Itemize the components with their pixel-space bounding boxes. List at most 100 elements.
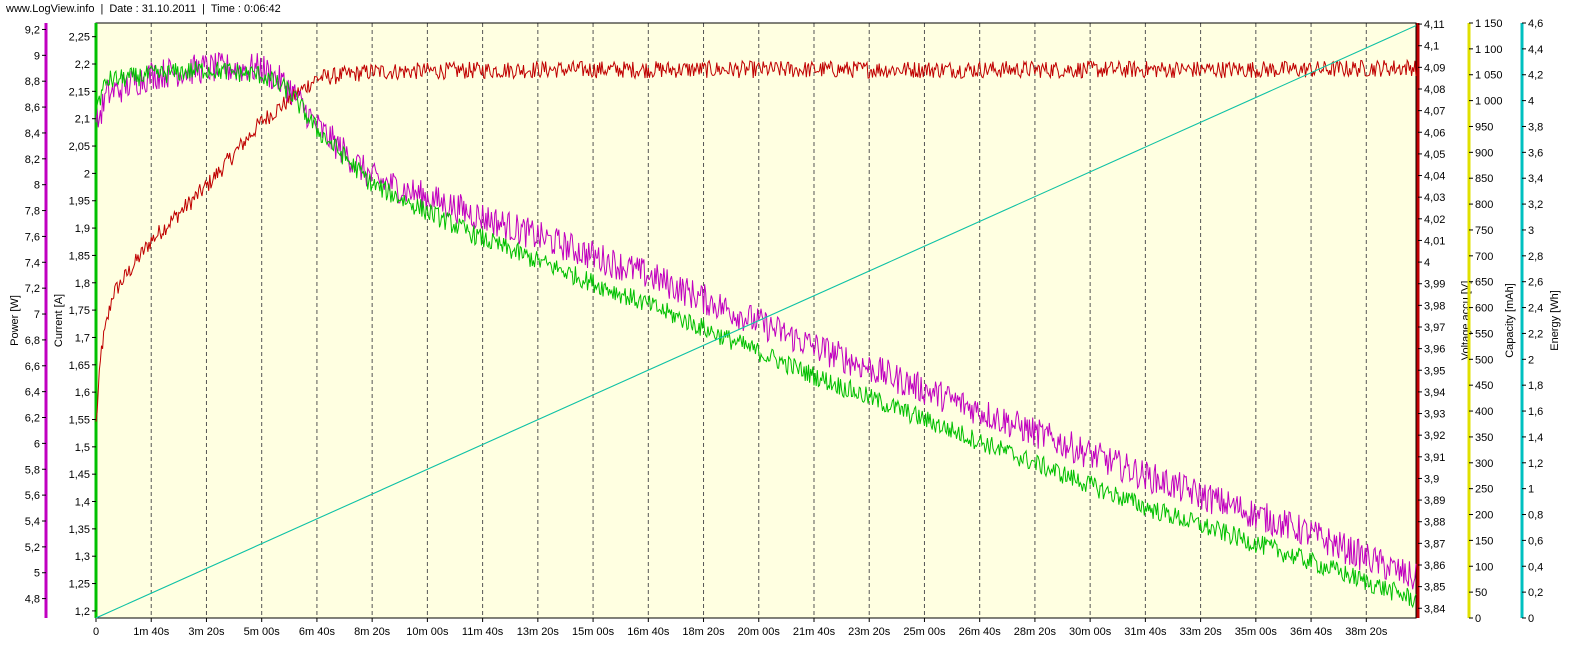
voltage-tick-label: 4,06	[1424, 127, 1445, 139]
capacity-tick-label: 250	[1475, 484, 1493, 496]
voltage-tick-label: 4,08	[1424, 84, 1445, 96]
voltage-tick-label: 4,02	[1424, 214, 1445, 226]
voltage-tick-label: 4,1	[1424, 41, 1439, 53]
energy-tick-label: 1,8	[1528, 380, 1543, 392]
x-tick-label: 26m 40s	[959, 626, 1002, 638]
x-tick-label: 18m 20s	[682, 626, 725, 638]
x-tick-label: 10m 00s	[406, 626, 449, 638]
current-tick-label: 1,6	[75, 387, 90, 399]
energy-tick-label: 0	[1528, 613, 1534, 625]
current-tick-label: 1,55	[69, 414, 90, 426]
capacity-tick-label: 450	[1475, 380, 1493, 392]
voltage-tick-label: 4,11	[1424, 19, 1445, 31]
capacity-tick-label: 50	[1475, 587, 1487, 599]
x-tick-label: 11m 40s	[462, 626, 504, 638]
current-tick-label: 1,25	[69, 579, 90, 591]
power-axis-title: Power [W]	[9, 295, 21, 346]
capacity-tick-label: 650	[1475, 277, 1493, 289]
x-tick-label: 28m 20s	[1014, 626, 1057, 638]
energy-tick-label: 3	[1528, 225, 1534, 237]
voltage-tick-label: 3,9	[1424, 473, 1439, 485]
energy-tick-label: 3,8	[1528, 121, 1543, 133]
capacity-tick-label: 950	[1475, 121, 1493, 133]
current-tick-label: 1,4	[75, 497, 90, 509]
voltage-tick-label: 4,09	[1424, 62, 1445, 74]
voltage-tick-label: 3,97	[1424, 322, 1445, 334]
capacity-tick-label: 800	[1475, 199, 1493, 211]
capacity-tick-label: 850	[1475, 173, 1493, 185]
power-tick-label: 4,8	[25, 594, 40, 606]
energy-tick-label: 1,6	[1528, 406, 1543, 418]
x-tick-label: 13m 20s	[517, 626, 560, 638]
power-tick-label: 8,4	[25, 128, 40, 140]
power-tick-label: 7,6	[25, 231, 40, 243]
energy-tick-label: 1,2	[1528, 458, 1543, 470]
header-separator: |	[100, 3, 104, 15]
current-tick-label: 1,45	[69, 469, 90, 481]
capacity-tick-label: 1 150	[1475, 18, 1503, 30]
x-tick-label: 16m 40s	[627, 626, 670, 638]
capacity-tick-label: 1 050	[1475, 70, 1503, 82]
energy-tick-label: 0,8	[1528, 510, 1543, 522]
x-tick-label: 30m 00s	[1069, 626, 1112, 638]
voltage-tick-label: 3,93	[1424, 409, 1445, 421]
x-tick-label: 31m 40s	[1124, 626, 1167, 638]
power-tick-label: 5,6	[25, 490, 40, 502]
voltage-tick-label: 4,07	[1424, 106, 1445, 118]
capacity-tick-label: 150	[1475, 535, 1493, 547]
date-label: Date : 31.10.2011	[109, 3, 196, 15]
header-separator: |	[201, 3, 205, 15]
voltage-tick-label: 3,94	[1424, 387, 1445, 399]
energy-tick-label: 0,4	[1528, 561, 1543, 573]
power-tick-label: 5,4	[25, 516, 40, 528]
current-tick-label: 1,8	[75, 278, 90, 290]
current-tick-label: 1,95	[69, 196, 90, 208]
capacity-tick-label: 1 100	[1475, 44, 1503, 56]
x-tick-label: 38m 20s	[1345, 626, 1388, 638]
x-tick-label: 5m 00s	[244, 626, 281, 638]
current-tick-label: 1,7	[75, 332, 90, 344]
power-tick-label: 6,2	[25, 413, 40, 425]
capacity-tick-label: 300	[1475, 458, 1493, 470]
power-tick-label: 8	[34, 180, 40, 192]
x-tick-label: 21m 40s	[793, 626, 836, 638]
power-tick-label: 9,2	[25, 24, 40, 36]
log-chart: 0 1m 40s 3m 20s 5m 00s 6m 40s 8m 20s 10m 00s 11…	[9, 18, 1561, 638]
energy-tick-label: 2,4	[1528, 303, 1543, 315]
power-tick-label: 6,8	[25, 335, 40, 347]
x-tick-label: 6m 40s	[299, 626, 336, 638]
energy-tick-label: 4,4	[1528, 44, 1543, 56]
voltage-tick-label: 3,99	[1424, 279, 1445, 291]
energy-tick-label: 3,6	[1528, 147, 1543, 159]
x-tick-label: 25m 00s	[903, 626, 946, 638]
energy-axis: 0 0,2 0,4 0,6 0,8 1 1,2 1,4 1,6 1,8 2 2,2 2,4 2,6 2,8 3…	[1520, 18, 1561, 625]
power-tick-label: 8,6	[25, 102, 40, 114]
current-tick-label: 2,05	[69, 141, 90, 153]
capacity-tick-label: 1 000	[1475, 96, 1503, 108]
voltage-tick-label: 3,87	[1424, 538, 1445, 550]
capacity-tick-label: 900	[1475, 147, 1493, 159]
current-tick-label: 1,2	[75, 606, 90, 618]
energy-tick-label: 4,6	[1528, 18, 1543, 30]
current-tick-label: 1,3	[75, 551, 90, 563]
power-axis: 4,8 5 5,2 5,4 5,6 5,8 6 6,2 6,4 6,6 6,8 7 7,2 7,4 7,6 7…	[9, 23, 48, 618]
current-tick-label: 1,65	[69, 360, 90, 372]
current-tick-label: 1,85	[69, 250, 90, 262]
energy-tick-label: 2,2	[1528, 328, 1543, 340]
energy-tick-label: 1,4	[1528, 432, 1543, 444]
current-tick-label: 1,75	[69, 305, 90, 317]
x-tick-label: 33m 20s	[1180, 626, 1223, 638]
power-tick-label: 6,4	[25, 387, 40, 399]
x-tick-label: 20m 00s	[738, 626, 781, 638]
x-tick-label: 35m 00s	[1235, 626, 1278, 638]
voltage-tick-label: 3,96	[1424, 344, 1445, 356]
energy-series-line	[95, 25, 1417, 619]
voltage-tick-label: 3,89	[1424, 495, 1445, 507]
voltage-tick-label: 3,86	[1424, 560, 1445, 572]
time-label: Time : 0:06:42	[210, 3, 281, 15]
current-tick-label: 2,15	[69, 86, 90, 98]
current-tick-label: 1,9	[75, 223, 90, 235]
capacity-tick-label: 200	[1475, 510, 1493, 522]
current-tick-label: 2,1	[75, 114, 90, 126]
capacity-axis: 0 50 100 150 200 250 300 350 400 450 500 550 600 650 7…	[1467, 18, 1516, 625]
